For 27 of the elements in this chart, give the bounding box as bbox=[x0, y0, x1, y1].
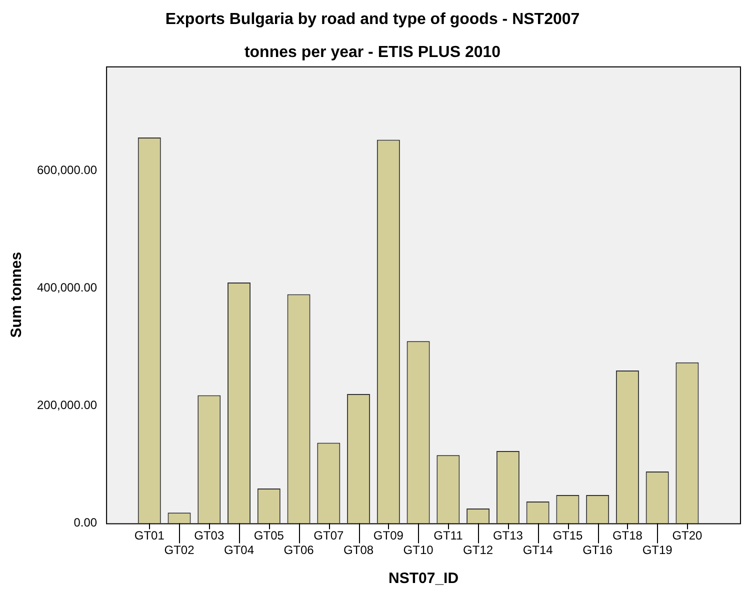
x-tick-label: GT20 bbox=[672, 528, 703, 543]
y-tick-label: 200,000.00 bbox=[36, 398, 98, 412]
x-tick-label: GT03 bbox=[194, 528, 224, 543]
x-tick-label: GT07 bbox=[314, 528, 344, 543]
x-tick-label: GT08 bbox=[344, 543, 374, 558]
x-tick-label: GT16 bbox=[582, 543, 613, 558]
y-tick-label: 0.00 bbox=[74, 516, 98, 530]
y-axis-title: Sum tonnes bbox=[8, 252, 26, 338]
x-tick-label: GT15 bbox=[552, 528, 584, 543]
y-tick-label: 600,000.00 bbox=[36, 163, 98, 178]
x-tick-label: GT14 bbox=[522, 543, 554, 558]
chart-subtitle: tonnes per year - ETIS PLUS 2010 bbox=[244, 44, 501, 62]
y-tick-label: 400,000.00 bbox=[36, 280, 98, 295]
chart-title: Exports Bulgaria by road and type of goods - NST2007 bbox=[165, 11, 580, 28]
x-tick-label: GT13 bbox=[492, 528, 524, 543]
x-tick-label: GT19 bbox=[642, 543, 673, 558]
x-tick-label: GT06 bbox=[284, 543, 314, 558]
x-tick-label: GT02 bbox=[164, 543, 195, 558]
x-tick-label: GT01 bbox=[134, 528, 165, 543]
x-tick-label: GT18 bbox=[612, 528, 643, 543]
x-tick-label: GT11 bbox=[434, 528, 464, 543]
x-tick-label: GT05 bbox=[254, 528, 284, 543]
x-tick-label: GT12 bbox=[463, 543, 494, 558]
x-tick-label: GT04 bbox=[224, 543, 254, 558]
x-tick-label: GT10 bbox=[403, 543, 434, 558]
x-tick-label: GT09 bbox=[373, 528, 404, 543]
x-axis-title: NST07_ID bbox=[388, 570, 459, 588]
